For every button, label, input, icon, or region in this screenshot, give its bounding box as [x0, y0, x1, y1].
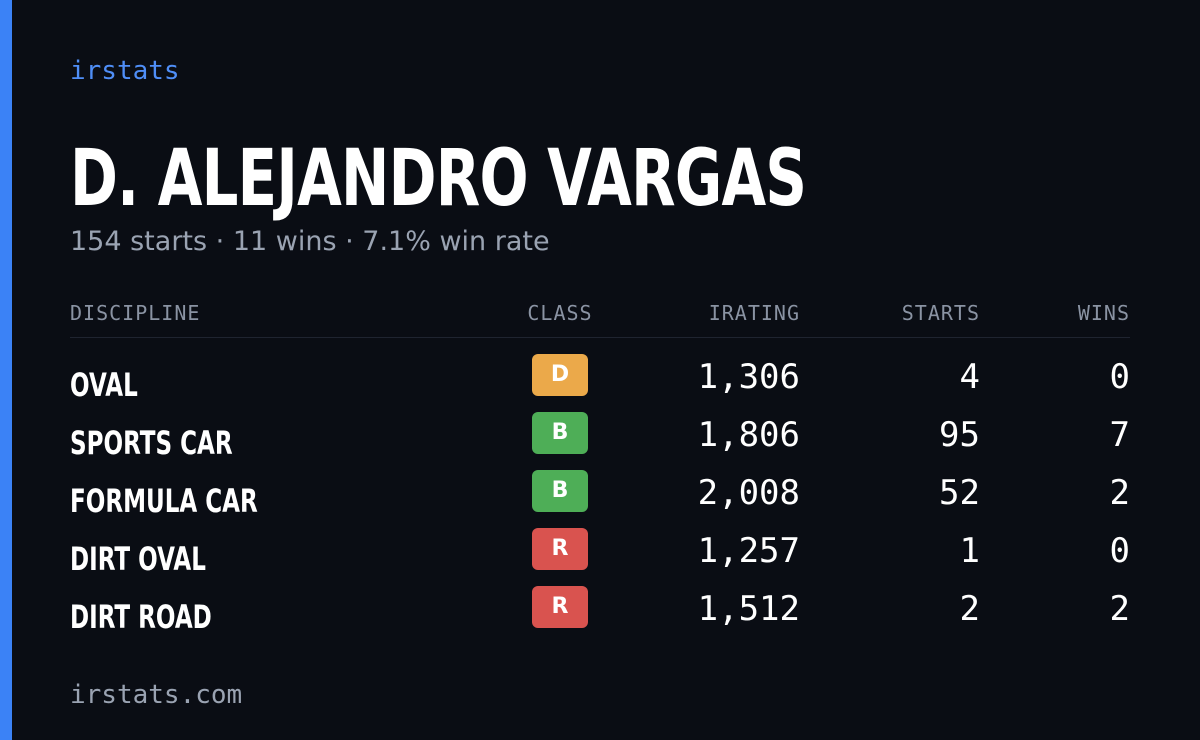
accent-bar	[0, 0, 12, 740]
class-badge: R	[532, 528, 588, 570]
column-header: WINS	[1077, 301, 1130, 325]
discipline-cell: FORMULA CAR	[70, 481, 331, 521]
driver-name-text: D. ALEJANDRO VARGAS	[70, 134, 807, 224]
discipline-cell: OVAL	[70, 365, 164, 405]
driver-summary: 154 starts · 11 wins · 7.1% win rate	[70, 226, 550, 257]
irating-cell: 1,257	[697, 531, 800, 571]
irating-cell: 1,806	[697, 415, 800, 455]
brand: irstats	[70, 56, 180, 86]
starts-cell: 2	[959, 589, 980, 629]
column-header: STARTS	[901, 301, 980, 325]
irating-cell: 2,008	[697, 473, 800, 513]
driver-name: D. ALEJANDRO VARGAS	[70, 134, 1065, 224]
class-badge: R	[532, 586, 588, 628]
starts-cell: 95	[939, 415, 980, 455]
class-badge: B	[532, 412, 588, 454]
starts-cell: 1	[959, 531, 980, 571]
discipline-name: FORMULA CAR	[70, 482, 258, 520]
column-header: IRATING	[708, 301, 800, 325]
discipline-name: DIRT OVAL	[70, 540, 206, 578]
header-rule	[70, 337, 1130, 338]
column-header: DISCIPLINE	[70, 301, 201, 325]
class-badge: B	[532, 470, 588, 512]
discipline-cell: DIRT OVAL	[70, 539, 259, 579]
wins-cell: 0	[1109, 357, 1130, 397]
starts-cell: 52	[939, 473, 980, 513]
footer-site: irstats.com	[70, 680, 243, 710]
wins-cell: 7	[1109, 415, 1130, 455]
discipline-name: SPORTS CAR	[70, 424, 233, 462]
discipline-cell: SPORTS CAR	[70, 423, 296, 463]
column-header: CLASS	[527, 301, 593, 325]
wins-cell: 2	[1109, 473, 1130, 513]
discipline-name: OVAL	[70, 366, 138, 404]
irating-cell: 1,512	[697, 589, 800, 629]
discipline-cell: DIRT ROAD	[70, 597, 267, 637]
wins-cell: 0	[1109, 531, 1130, 571]
wins-cell: 2	[1109, 589, 1130, 629]
irating-cell: 1,306	[697, 357, 800, 397]
class-badge: D	[532, 354, 588, 396]
discipline-name: DIRT ROAD	[70, 598, 212, 636]
starts-cell: 4	[959, 357, 980, 397]
